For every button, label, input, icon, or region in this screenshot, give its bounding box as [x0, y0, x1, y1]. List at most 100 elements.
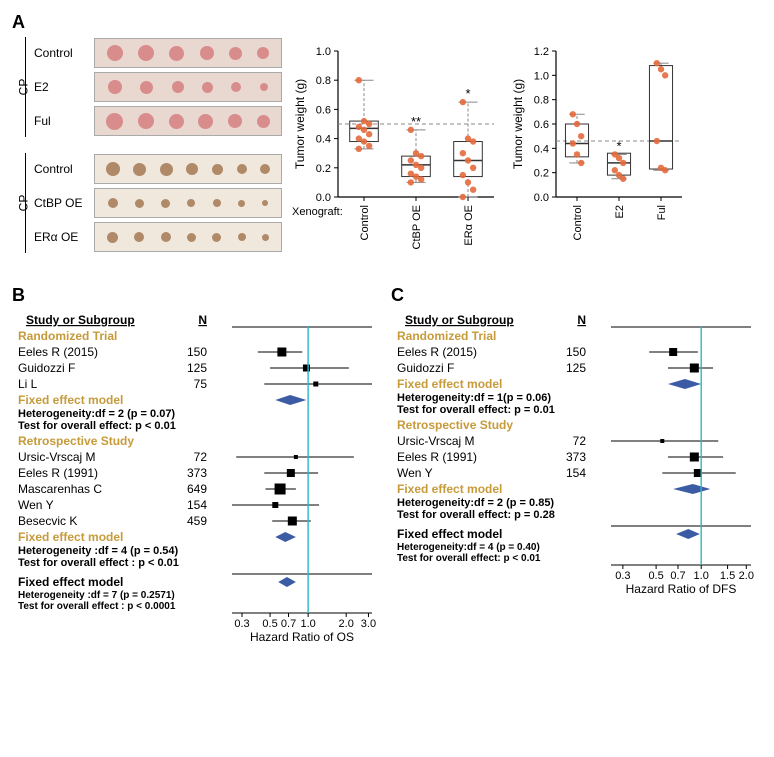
svg-text:Randomized Trial: Randomized Trial	[18, 329, 117, 343]
svg-text:Retrospective Study: Retrospective Study	[18, 434, 134, 448]
svg-text:Ful: Ful	[656, 205, 668, 220]
tumor-blob	[107, 232, 118, 243]
svg-text:N: N	[198, 313, 207, 327]
svg-text:72: 72	[194, 450, 208, 464]
svg-text:72: 72	[573, 434, 587, 448]
forest-plot-dfs: Study or SubgroupNRandomized TrialEeles …	[391, 310, 761, 620]
svg-text:0.8: 0.8	[534, 95, 549, 107]
svg-text:3.0: 3.0	[361, 618, 376, 630]
svg-text:75: 75	[194, 377, 208, 391]
tumor-blob	[172, 81, 184, 93]
svg-text:Eeles R (1991): Eeles R (1991)	[18, 466, 98, 480]
svg-text:*: *	[616, 138, 621, 153]
svg-text:0.4: 0.4	[316, 134, 331, 146]
svg-text:0.2: 0.2	[534, 168, 549, 180]
tumor-blob	[238, 233, 246, 241]
svg-text:0.0: 0.0	[316, 192, 331, 204]
tumor-blob	[260, 83, 268, 91]
tumor-blob	[202, 82, 213, 93]
svg-text:154: 154	[187, 498, 207, 512]
svg-text:0.8: 0.8	[316, 75, 331, 87]
svg-text:1.0: 1.0	[534, 70, 549, 82]
svg-text:Hazard Ratio of OS: Hazard Ratio of OS	[250, 630, 354, 644]
tumor-blob	[134, 232, 144, 242]
svg-text:0.7: 0.7	[670, 570, 685, 582]
tumor-blob	[262, 200, 268, 206]
svg-text:150: 150	[566, 345, 586, 359]
svg-text:0.3: 0.3	[615, 570, 630, 582]
tumor-strip	[94, 188, 282, 218]
tumor-blob	[228, 114, 242, 128]
panel-a: CP ControlE2Ful CP ControlCtBP OEERα OE …	[12, 37, 762, 267]
svg-text:1.0: 1.0	[316, 46, 331, 58]
panel-c-label: C	[391, 285, 762, 306]
tumor-blob	[108, 198, 118, 208]
svg-text:Test for overall effect: p <: Test for overall effect: p < 0.01	[18, 420, 176, 432]
svg-text:Test for overall effect : p <: Test for overall effect : p < 0.0001	[18, 601, 176, 612]
svg-text:Guidozzi F: Guidozzi F	[18, 361, 75, 375]
tumor-row-label: Ful	[34, 114, 90, 128]
svg-text:Li L: Li L	[18, 377, 38, 391]
svg-text:Guidozzi F: Guidozzi F	[397, 361, 454, 375]
svg-text:Test for overall effect: p =: Test for overall effect: p = 0.01	[397, 404, 555, 416]
tumor-blob	[257, 47, 269, 59]
cp-label-2: CP	[16, 195, 30, 212]
tumor-blob	[187, 199, 195, 207]
svg-text:Heterogeneity:df = 2 (p = 0.85: Heterogeneity:df = 2 (p = 0.85)	[397, 497, 554, 509]
tumor-blob	[187, 233, 196, 242]
svg-text:Study or Subgroup: Study or Subgroup	[26, 313, 135, 327]
tumor-blob	[237, 164, 247, 174]
svg-text:373: 373	[566, 450, 586, 464]
svg-text:Control: Control	[572, 205, 584, 240]
tumor-blob	[140, 81, 153, 94]
tumor-blob	[133, 163, 146, 176]
svg-text:0.5: 0.5	[262, 618, 277, 630]
svg-text:1.5: 1.5	[720, 570, 735, 582]
svg-text:Fixed effect model: Fixed effect model	[18, 393, 123, 407]
svg-text:Xenograft:: Xenograft:	[292, 206, 343, 218]
tumor-blob	[260, 164, 270, 174]
panel-b-label: B	[12, 285, 383, 306]
svg-text:Ursic-Vrscaj M: Ursic-Vrscaj M	[397, 434, 475, 448]
tumor-blob	[198, 114, 213, 129]
svg-text:Test for overall effect: p =: Test for overall effect: p = 0.28	[397, 509, 555, 521]
svg-text:1.0: 1.0	[694, 570, 709, 582]
forest-plot-os: Study or Subgroup N Randomized Trial Eeles …	[12, 310, 382, 620]
tumor-blob	[169, 114, 184, 129]
svg-text:154: 154	[566, 466, 586, 480]
svg-text:0.5: 0.5	[648, 570, 663, 582]
tumor-blob	[257, 115, 270, 128]
tumor-row: CtBP OE	[34, 188, 282, 218]
tumor-blob	[108, 80, 122, 94]
svg-text:Ursic-Vrscaj M: Ursic-Vrscaj M	[18, 450, 96, 464]
svg-text:Mascarenhas C: Mascarenhas C	[18, 482, 102, 496]
tumor-blob	[213, 199, 221, 207]
tumor-blob	[169, 46, 184, 61]
tumor-group-1: CP ControlE2Ful	[12, 37, 282, 137]
tumor-blob	[107, 45, 123, 61]
svg-text:Heterogeneity:df = 1(p = 0.06): Heterogeneity:df = 1(p = 0.06)	[397, 392, 551, 404]
svg-text:*: *	[465, 86, 470, 101]
tumor-row: ERα OE	[34, 222, 282, 252]
svg-text:Wen Y: Wen Y	[18, 498, 54, 512]
svg-text:Besecvic K: Besecvic K	[18, 514, 77, 528]
svg-text:**: **	[411, 114, 421, 129]
tumor-blob	[138, 45, 154, 61]
svg-text:Heterogeneity :df = 4 (p = 0.5: Heterogeneity :df = 4 (p = 0.54)	[18, 545, 178, 557]
tumor-blob	[138, 113, 154, 129]
tumor-group-2: CP ControlCtBP OEERα OE	[12, 153, 282, 253]
svg-text:0.0: 0.0	[534, 192, 549, 204]
tumor-blob	[160, 163, 173, 176]
svg-text:2.0: 2.0	[739, 570, 754, 582]
tumor-strip	[94, 72, 282, 102]
svg-text:0.7: 0.7	[281, 618, 296, 630]
tumor-blob	[262, 234, 269, 241]
tumor-row: Control	[34, 38, 282, 68]
svg-text:0.2: 0.2	[316, 163, 331, 175]
svg-text:1.2: 1.2	[534, 46, 549, 58]
tumor-row-label: Control	[34, 46, 90, 60]
svg-text:Retrospective Study: Retrospective Study	[397, 418, 513, 432]
svg-text:Eeles R (2015): Eeles R (2015)	[397, 345, 477, 359]
svg-text:Study or Subgroup: Study or Subgroup	[405, 313, 514, 327]
svg-text:Wen Y: Wen Y	[397, 466, 433, 480]
